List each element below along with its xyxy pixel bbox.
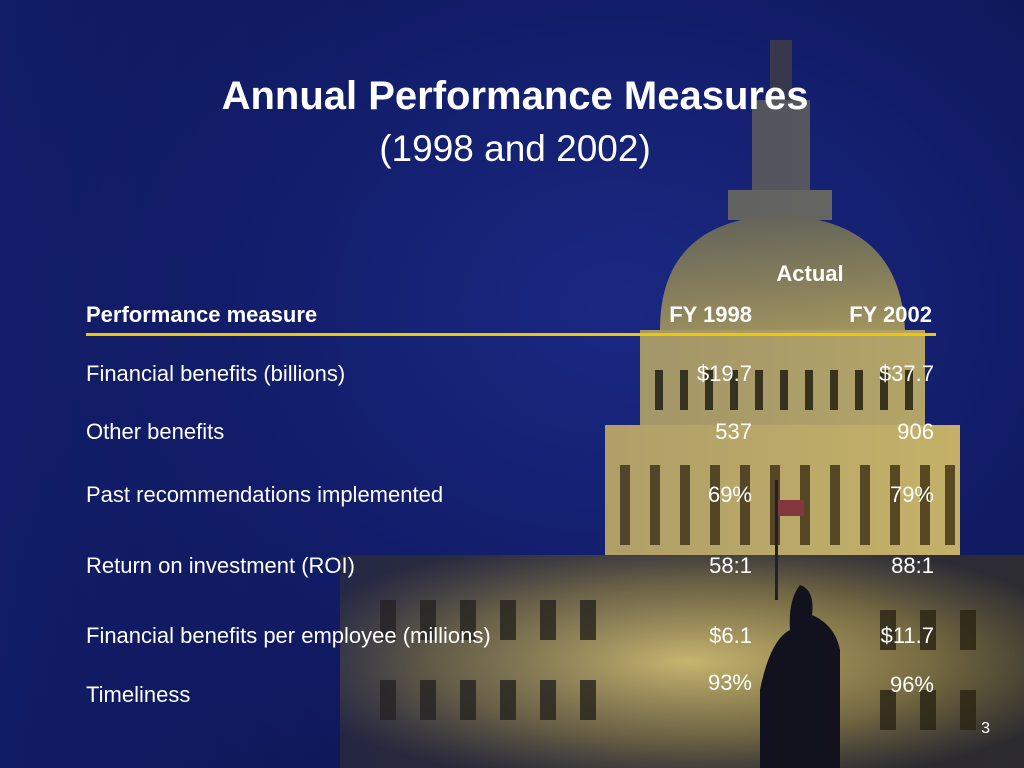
row-fy1998-value: $19.7 [696,361,752,386]
table-row: Past recommendations implemented 69% 79% [0,482,1024,512]
row-fy2002-value: 88:1 [891,553,934,578]
row-measure: Return on investment (ROI) [86,553,355,578]
table-row: Financial benefits (billions) $19.7 $37.… [0,361,1024,391]
table-group-header: Actual [776,261,844,286]
slide-subtitle: (1998 and 2002) [379,128,651,169]
row-fy2002-value: 96% [889,672,934,697]
table-row: Return on investment (ROI) 58:1 88:1 [0,553,1024,583]
row-fy2002-value: $37.7 [878,361,934,386]
page-number: 3 [981,720,990,737]
row-measure: Financial benefits (billions) [86,361,346,386]
row-measure: Past recommendations implemented [86,482,444,507]
row-fy2002-value: 79% [889,482,934,507]
table-row: Timeliness 93% 96% [0,670,1024,707]
header-divider [86,333,936,336]
table-row: Financial benefits per employee (million… [0,623,1024,653]
row-fy2002-value: 906 [897,419,934,444]
header-performance-measure: Performance measure [86,302,318,327]
row-fy1998-value: 93% [707,670,752,695]
row-fy2002-value: $11.7 [880,623,934,648]
row-measure: Timeliness [86,682,191,707]
row-fy1998-value: $6.1 [709,623,752,648]
table-row: Other benefits 537 906 [0,419,1024,449]
header-fy2002: FY 2002 [849,302,932,327]
slide-title: Annual Performance Measures [221,74,809,118]
row-measure: Other benefits [86,419,225,444]
row-fy1998-value: 69% [707,482,752,507]
row-fy1998-value: 58:1 [709,553,752,578]
row-fy1998-value: 537 [715,419,752,444]
header-fy1998: FY 1998 [669,302,752,327]
row-measure: Financial benefits per employee (million… [86,623,491,648]
